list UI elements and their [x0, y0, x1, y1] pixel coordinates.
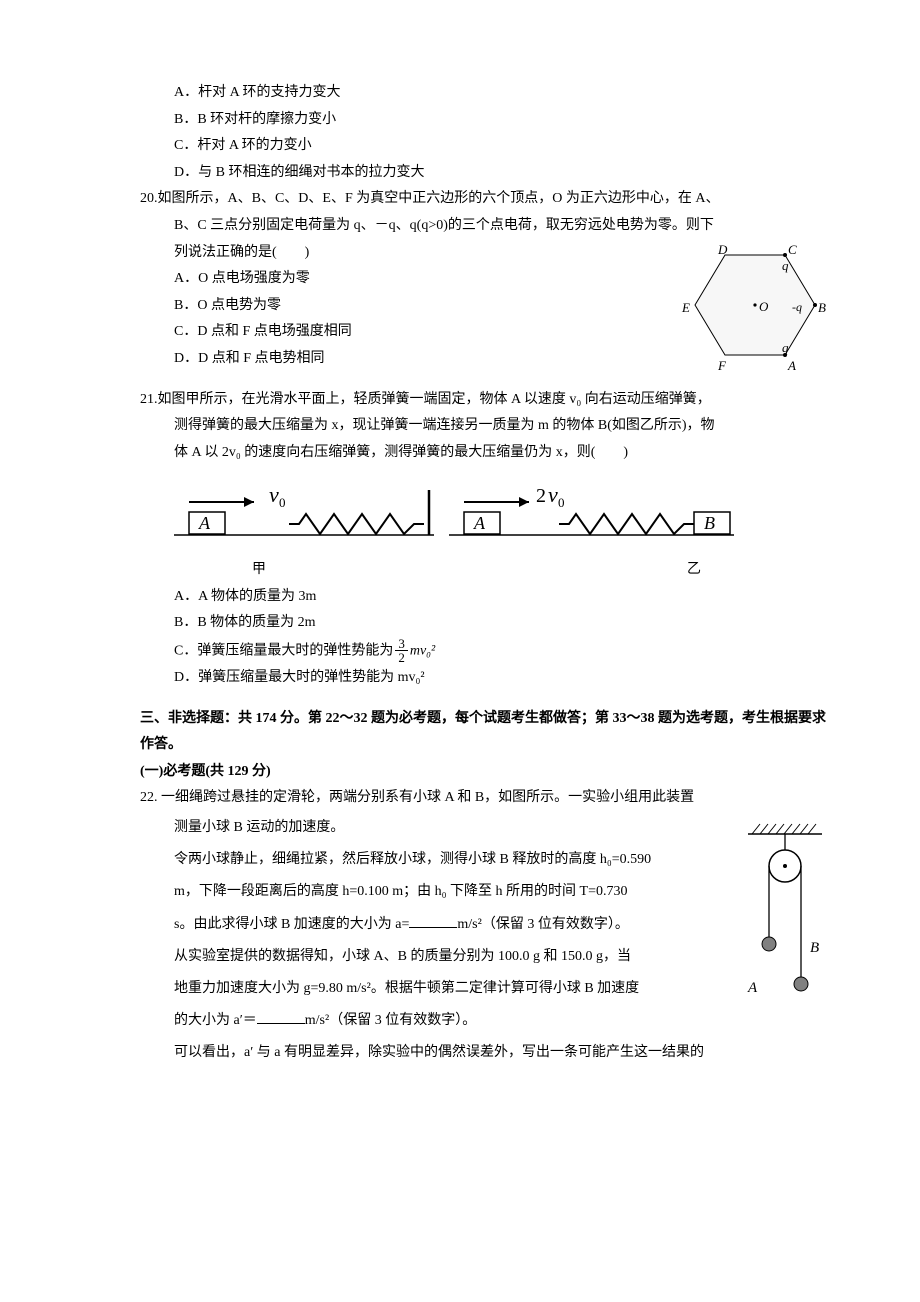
q21-number: 21.	[140, 392, 158, 407]
q22-number: 22.	[140, 790, 158, 805]
q19-option-c: C．杆对 A 环的力变小	[140, 133, 830, 160]
q21-text1: 如图甲所示，在光滑水平面上，轻质弹簧一端固定，物体 A 以速度 v₀ 向右运动压…	[158, 392, 711, 407]
q21-label-left: 甲	[174, 557, 344, 584]
svg-text:A: A	[473, 513, 486, 533]
q21-figure-labels: 甲 乙	[174, 557, 830, 584]
svg-text:2: 2	[536, 485, 546, 507]
hex-label-a: A	[788, 354, 796, 379]
q22-blank-aprime[interactable]	[257, 1008, 305, 1024]
q21-option-a: A．A 物体的质量为 3m	[140, 584, 830, 611]
hex-label-e: E	[682, 296, 690, 321]
pulley-label-a: A	[748, 974, 757, 1003]
q22-p8: 可以看出，a′ 与 a 有明显差异，除实验中的偶然误差外，写出一条可能产生这一结…	[174, 1037, 830, 1069]
q20-hexagon-figure: D C q E O -q B q F A	[680, 240, 830, 370]
q22-blank-a[interactable]	[409, 911, 457, 927]
q22-p7a: 的大小为 a′＝	[174, 1013, 257, 1028]
svg-text:B: B	[704, 513, 715, 533]
q21-stem-line3: 体 A 以 2v₀ 的速度向右压缩弹簧，测得弹簧的最大压缩量仍为 x，则( )	[140, 440, 830, 467]
q21-c-pre: C．弹簧压缩量最大时的弹性势能为	[174, 643, 393, 658]
q19-option-a: A．杆对 A 环的支持力变大	[140, 80, 830, 107]
q21-label-right: 乙	[654, 557, 734, 584]
q20-stem-line2: B、C 三点分别固定电荷量为 q、－q、q(q>0)的三个点电荷，取无穷远处电势…	[140, 213, 830, 240]
hex-label-f: F	[718, 354, 726, 379]
q21-c-num: 3	[395, 637, 408, 652]
q21-stem-line1: 21.如图甲所示，在光滑水平面上，轻质弹簧一端固定，物体 A 以速度 v₀ 向右…	[140, 387, 830, 414]
q20-number: 20.	[140, 191, 158, 206]
svg-text:v: v	[548, 482, 558, 507]
hex-label-b: B	[818, 296, 826, 321]
hex-q-right: -q	[792, 296, 802, 319]
hex-label-o: O	[759, 295, 768, 320]
q21-stem-line2: 测得弹簧的最大压缩量为 x，现让弹簧一端连接另一质量为 m 的物体 B(如图乙所…	[140, 413, 830, 440]
q21-option-b: B．B 物体的质量为 2m	[140, 610, 830, 637]
section3-header: 三、非选择题：共 174 分。第 22～32 题为必考题，每个试题考生都做答；第…	[140, 706, 830, 759]
q19-option-b: B．B 环对杆的摩擦力变小	[140, 107, 830, 134]
svg-text:A: A	[198, 513, 211, 533]
q21-c-den: 2	[395, 651, 408, 665]
q21-option-d: D．弹簧压缩量最大时的弹性势能为 mv₀²	[140, 665, 830, 692]
q21-c-post: mv₀²	[410, 643, 435, 658]
q19-option-d: D．与 B 环相连的细绳对书本的拉力变大	[140, 160, 830, 187]
section3-sub: (一)必考题(共 129 分)	[140, 759, 830, 786]
q21-figure: v 0 A 2 v 0 A B	[174, 472, 830, 553]
hex-q-top: q	[782, 254, 789, 279]
q20-stem-line1: 20.如图所示，A、B、C、D、E、F 为真空中正六边形的六个顶点，O 为正六边…	[140, 186, 830, 213]
hex-label-d: D	[718, 238, 727, 263]
q22-pulley-figure: B A	[730, 822, 830, 1002]
q22-p7: 的大小为 a′＝ m/s²（保留 3 位有效数字）。	[174, 1005, 830, 1037]
q22-p4b: m/s²（保留 3 位有效数字）。	[457, 917, 628, 932]
q22-text: 一细绳跨过悬挂的定滑轮，两端分别系有小球 A 和 B，如图所示。一实验小组用此装…	[161, 790, 694, 805]
q20-text1: 如图所示，A、B、C、D、E、F 为真空中正六边形的六个顶点，O 为正六边形中心…	[158, 191, 720, 206]
q22-body: 测量小球 B 运动的加速度。 令两小球静止，细绳拉紧，然后释放小球，测得小球 B…	[140, 812, 830, 1070]
svg-text:0: 0	[279, 495, 286, 510]
q21-option-c: C．弹簧压缩量最大时的弹性势能为32mv₀²	[140, 637, 830, 665]
svg-text:0: 0	[558, 495, 565, 510]
q22-p4a: s。由此求得小球 B 加速度的大小为 a=	[174, 917, 409, 932]
q22-stem: 22. 一细绳跨过悬挂的定滑轮，两端分别系有小球 A 和 B，如图所示。一实验小…	[140, 785, 830, 812]
pulley-label-b: B	[810, 934, 819, 963]
q22-p7b: m/s²（保留 3 位有效数字）。	[305, 1013, 476, 1028]
svg-text:v: v	[269, 482, 279, 507]
hex-label-c: C	[788, 238, 797, 263]
